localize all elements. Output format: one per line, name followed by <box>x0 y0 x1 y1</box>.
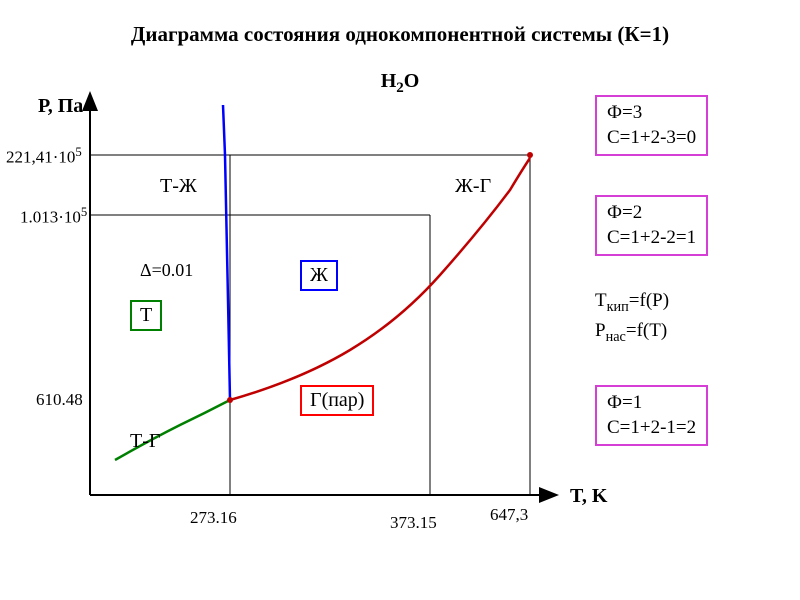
curve-label: Δ=0.01 <box>140 260 193 281</box>
x-tick-label: 273.16 <box>190 508 237 528</box>
phase-rule-box: Ф=1С=1+2-1=2 <box>595 385 708 446</box>
function-text: Tкип=f(P) <box>595 290 669 316</box>
phase-region-box: Ж <box>300 260 338 291</box>
phase-region-box: Т <box>130 300 162 331</box>
curve-label: Т-Г <box>130 430 160 453</box>
phase-rule-box: Ф=2С=1+2-2=1 <box>595 195 708 256</box>
curve-label: Т-Ж <box>160 175 197 198</box>
x-tick-label: 373.15 <box>390 513 437 533</box>
phase-diagram-svg <box>0 0 800 600</box>
function-text: Pнас=f(T) <box>595 320 667 346</box>
x-tick-label: 647,3 <box>490 505 528 525</box>
y-tick-label: 221,41·105 <box>6 145 82 168</box>
phase-rule-box: Ф=3С=1+2-3=0 <box>595 95 708 156</box>
y-tick-label: 610.48 <box>36 390 83 410</box>
y-tick-label: 1.013·105 <box>20 205 87 228</box>
phase-region-box: Г(пар) <box>300 385 374 416</box>
curve-label: Ж-Г <box>455 175 491 198</box>
